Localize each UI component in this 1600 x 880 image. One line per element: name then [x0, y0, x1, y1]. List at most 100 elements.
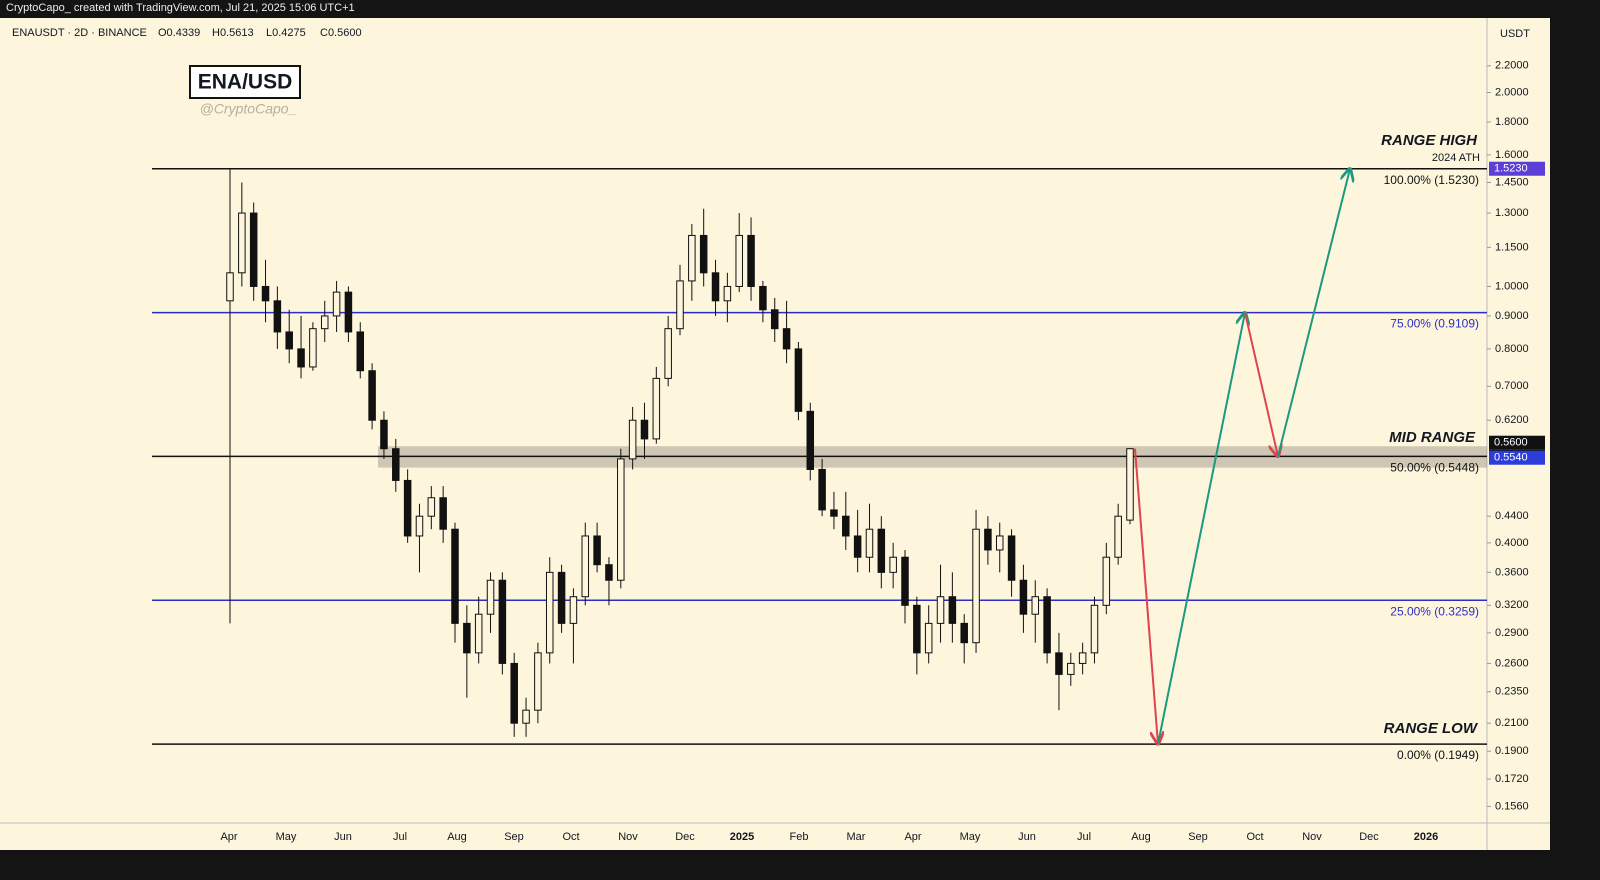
chart-background: [0, 18, 1550, 850]
candle-body: [830, 509, 838, 517]
y-tick-label: 2.2000: [1495, 60, 1529, 72]
candle-body: [889, 556, 897, 573]
projection-arrow: [1134, 448, 1158, 744]
y-tick-label: 1.6000: [1495, 149, 1529, 161]
level-label: 100.00% (1.5230): [1384, 173, 1479, 187]
x-tick-label: Feb: [790, 831, 809, 843]
y-unit: USDT: [1500, 28, 1530, 40]
candle-body: [605, 564, 613, 581]
y-tick-label: 0.1720: [1495, 773, 1529, 785]
level-label: 75.00% (0.9109): [1390, 317, 1479, 331]
candle-body: [356, 331, 365, 372]
candle-body: [782, 328, 791, 350]
x-tick-label: Nov: [1302, 831, 1322, 843]
candle-body: [415, 515, 424, 537]
y-tick-label: 1.0000: [1495, 280, 1529, 292]
ohlc-label: L0.4275: [266, 27, 306, 39]
y-tick-label: 0.4400: [1495, 510, 1529, 522]
x-tick-label: Apr: [220, 831, 237, 843]
title: ENA/USD: [198, 71, 293, 94]
candle-body: [1031, 596, 1040, 615]
candle-body: [238, 212, 246, 274]
symbol-info: ENAUSDT · 2D · BINANCE: [12, 27, 147, 39]
x-tick-label: 2025: [730, 831, 754, 843]
y-tick-label: 0.6200: [1495, 414, 1529, 426]
candle-body: [557, 571, 566, 624]
candle-body: [1078, 652, 1087, 664]
y-tick-label: 0.4000: [1495, 537, 1529, 549]
y-tick-label: 0.9000: [1495, 310, 1529, 322]
projection-arrow: [1244, 312, 1278, 457]
candle-body: [664, 328, 672, 379]
y-tick-label: 1.8000: [1495, 116, 1529, 128]
x-tick-label: Dec: [675, 831, 695, 843]
ohlc-label: C0.5600: [320, 27, 362, 39]
x-tick-label: Jun: [1018, 831, 1036, 843]
y-tick-label: 2.0000: [1495, 86, 1529, 98]
candle-body: [332, 291, 341, 317]
candle-body: [392, 448, 400, 481]
level-label: 0.00% (0.1949): [1397, 748, 1479, 762]
candle-body: [676, 280, 684, 330]
y-tick-label: 0.1900: [1495, 745, 1529, 757]
candle-body: [984, 528, 992, 551]
candle-body: [368, 370, 376, 421]
candle-body: [1007, 535, 1016, 581]
candle-body: [628, 419, 637, 460]
candle-body: [273, 300, 282, 333]
price-tag: [1489, 161, 1545, 176]
x-tick-label: Nov: [618, 831, 638, 843]
candle-body: [1102, 556, 1111, 606]
x-tick-label: May: [276, 831, 297, 843]
candle-body: [652, 377, 661, 440]
price-tag: [1489, 450, 1545, 465]
candle-body: [451, 528, 459, 624]
candle-body: [522, 709, 530, 724]
candle-body: [1055, 652, 1063, 675]
candle-body: [960, 622, 968, 644]
projection-arrow: [1157, 313, 1245, 745]
candle-body: [1043, 596, 1051, 654]
candle-body: [403, 479, 412, 537]
candle-body: [995, 535, 1004, 551]
y-tick-label: 0.2350: [1495, 686, 1529, 698]
y-tick-label: 0.1560: [1495, 800, 1529, 812]
y-tick-label: 1.3000: [1495, 207, 1529, 219]
candle-body: [1067, 662, 1075, 675]
candle-body: [226, 272, 234, 302]
x-tick-label: May: [960, 831, 981, 843]
candle-body: [380, 419, 388, 450]
x-tick-label: Apr: [904, 831, 921, 843]
y-tick-label: 1.4500: [1495, 176, 1529, 188]
candle-body: [640, 419, 649, 440]
x-tick-label: Aug: [447, 831, 467, 843]
candle-body: [865, 528, 874, 558]
candle-body: [320, 315, 329, 330]
candle-body: [901, 556, 909, 606]
x-tick-label: Mar: [847, 831, 866, 843]
candle-body: [913, 604, 921, 654]
y-tick-label: 0.7000: [1495, 380, 1529, 392]
y-tick-label: 0.2900: [1495, 627, 1529, 639]
subtitle: @CryptoCapo_: [200, 101, 297, 117]
candle-body: [439, 497, 447, 530]
x-tick-label: Jun: [334, 831, 352, 843]
x-tick-label: Jul: [1077, 831, 1091, 843]
level-label: 25.00% (0.3259): [1390, 604, 1479, 618]
candle-body: [723, 285, 732, 302]
candle-body: [699, 234, 708, 274]
annotation: 2024 ATH: [1432, 152, 1480, 164]
x-tick-label: Sep: [1188, 831, 1208, 843]
annotation: RANGE HIGH: [1381, 132, 1478, 149]
price-tag-label: 1.5230: [1494, 163, 1528, 175]
candle-body: [498, 579, 507, 664]
candle-body: [510, 662, 518, 724]
title-box: [189, 65, 301, 99]
candle-body: [688, 234, 696, 282]
candle-body: [924, 622, 933, 654]
candle-body: [759, 285, 767, 311]
candle-body: [344, 291, 353, 333]
candle-body: [794, 348, 803, 412]
